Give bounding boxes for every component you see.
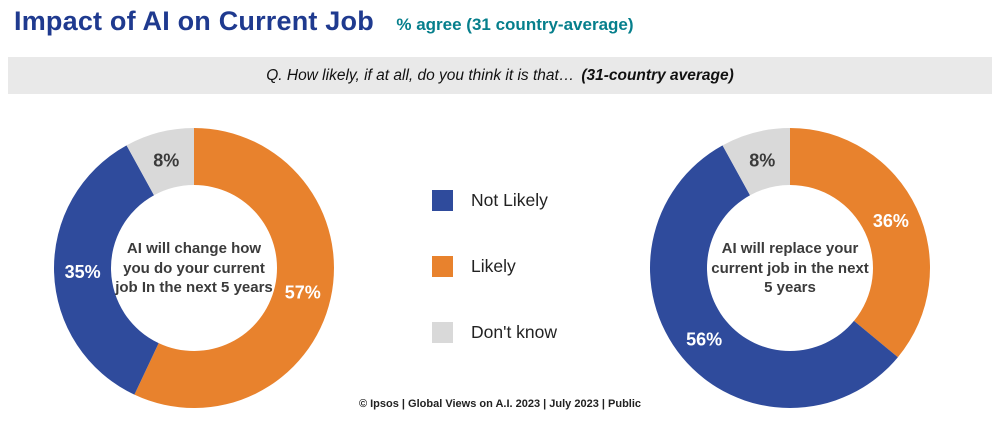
question-text: Q. How likely, if at all, do you think i… [266,66,575,84]
segment-value-label: 36% [873,211,909,231]
legend-item-not-likely: Not Likely [432,190,557,211]
legend-swatch-not-likely [432,190,453,211]
legend-item-dont-know: Don't know [432,322,557,343]
segment-value-label: 8% [153,150,179,170]
question-banner: Q. How likely, if at all, do you think i… [8,57,992,94]
page-title: Impact of AI on Current Job [14,6,374,36]
chart-center-label: AI will replace your current job in the … [711,239,869,296]
legend-label-dont-know: Don't know [471,322,558,342]
legend-label-not-likely: Not Likely [471,190,548,210]
segment-value-label: 56% [686,329,722,349]
segment-value-label: 8% [749,150,775,170]
source-footer: © Ipsos | Global Views on A.I. 2023 | Ju… [358,398,642,410]
legend-swatch-likely [432,256,453,277]
donut-chart-ai-change-job: AI will change how you do your current j… [50,124,338,412]
segment-not-likely [53,145,159,395]
segment-not-likely [649,145,898,409]
header: Impact of AI on Current Job % agree (31 … [14,6,634,37]
page-subtitle: % agree (31 country-average) [396,15,634,34]
segment-likely [134,128,334,408]
chart-center-label: AI will change how you do your current j… [115,239,273,296]
legend-label-likely: Likely [471,256,516,276]
segment-don-t-know [126,128,194,196]
chart-legend: Not Likely Likely Don't know [432,190,557,388]
donut-chart-ai-replace-job: AI will replace your current job in the … [646,124,934,412]
segment-value-label: 35% [65,262,101,282]
legend-swatch-dont-know [432,322,453,343]
segment-likely [790,128,930,358]
segment-value-label: 57% [285,283,321,303]
question-emphasis: (31-country average) [581,66,734,84]
segment-don-t-know [722,128,790,196]
legend-item-likely: Likely [432,256,557,277]
